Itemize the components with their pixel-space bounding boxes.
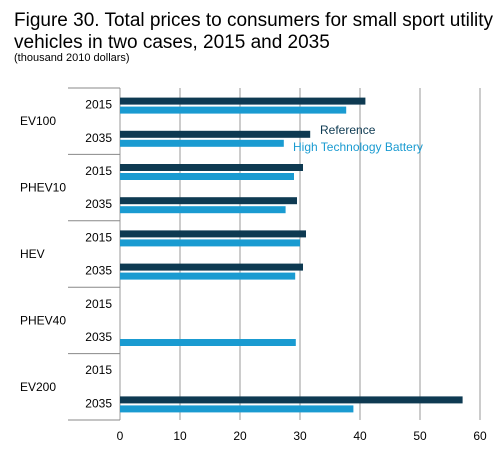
bar-ev200-2035-high-tech-battery	[120, 405, 354, 413]
row-label-hev-2035: 2035	[85, 264, 112, 278]
x-tick-0: 0	[117, 429, 124, 443]
bar-phev10-2015-high-tech-battery	[120, 173, 294, 180]
row-label-ev100-2015: 2015	[85, 98, 112, 112]
chart-title-line-1: Figure 30. Total prices to consumers for…	[14, 10, 494, 31]
group-separators	[68, 87, 120, 421]
x-axis-ticks: 0 10 20 30 40 50 60	[117, 429, 487, 443]
x-tick-60: 60	[473, 429, 487, 443]
legend: Reference High Technology Battery	[293, 123, 423, 154]
bar-ev100-2035-high-tech-battery	[120, 139, 284, 147]
chart-title-line-2: vehicles in two cases, 2015 and 2035	[14, 32, 330, 53]
row-label-ev100-2035: 2035	[85, 131, 112, 145]
x-tick-50: 50	[413, 429, 427, 443]
x-tick-20: 20	[233, 429, 247, 443]
bars	[120, 97, 463, 413]
bar-ev100-2035-reference	[120, 130, 311, 138]
bar-ev100-2015-high-tech-battery	[120, 106, 347, 114]
row-label-phev10-2015: 2015	[85, 164, 112, 178]
group-label-ev100: EV100	[20, 114, 56, 128]
group-label-hev: HEV	[20, 247, 45, 261]
bar-ev100-2015-reference	[120, 97, 366, 105]
bar-hev-2035-high-tech-battery	[120, 272, 296, 280]
group-label-phev10: PHEV10	[20, 181, 66, 195]
row-label-ev200-2015: 2015	[85, 363, 112, 377]
bar-hev-2015-reference	[120, 230, 306, 238]
bar-ev200-2035-reference	[120, 396, 463, 404]
bar-phev10-2035-high-tech-battery	[120, 206, 286, 214]
bar-hev-2035-reference	[120, 263, 303, 271]
x-tick-10: 10	[173, 429, 187, 443]
chart-subtitle: (thousand 2010 dollars)	[14, 52, 130, 64]
row-label-phev10-2035: 2035	[85, 197, 112, 211]
y-axis-labels: EV100 2015 2035 PHEV10 2015 2035 HEV 2015 2035 PH…	[20, 98, 112, 411]
bar-phev10-2035-reference	[120, 197, 297, 205]
legend-reference: Reference	[320, 123, 376, 137]
x-tick-40: 40	[353, 429, 367, 443]
group-label-ev200: EV200	[20, 380, 56, 394]
row-label-phev40-2035: 2035	[85, 330, 112, 344]
x-tick-30: 30	[293, 429, 307, 443]
bar-phev10-2015-reference	[120, 164, 303, 171]
group-label-phev40: PHEV40	[20, 313, 66, 327]
bar-phev40-2035-high-tech-battery	[120, 339, 296, 346]
bar-hev-2015-high-tech-battery	[120, 239, 300, 247]
row-label-ev200-2035: 2035	[85, 396, 112, 410]
legend-high-tech-battery: High Technology Battery	[293, 140, 423, 154]
row-label-phev40-2015: 2015	[85, 297, 112, 311]
row-label-hev-2015: 2015	[85, 230, 112, 244]
